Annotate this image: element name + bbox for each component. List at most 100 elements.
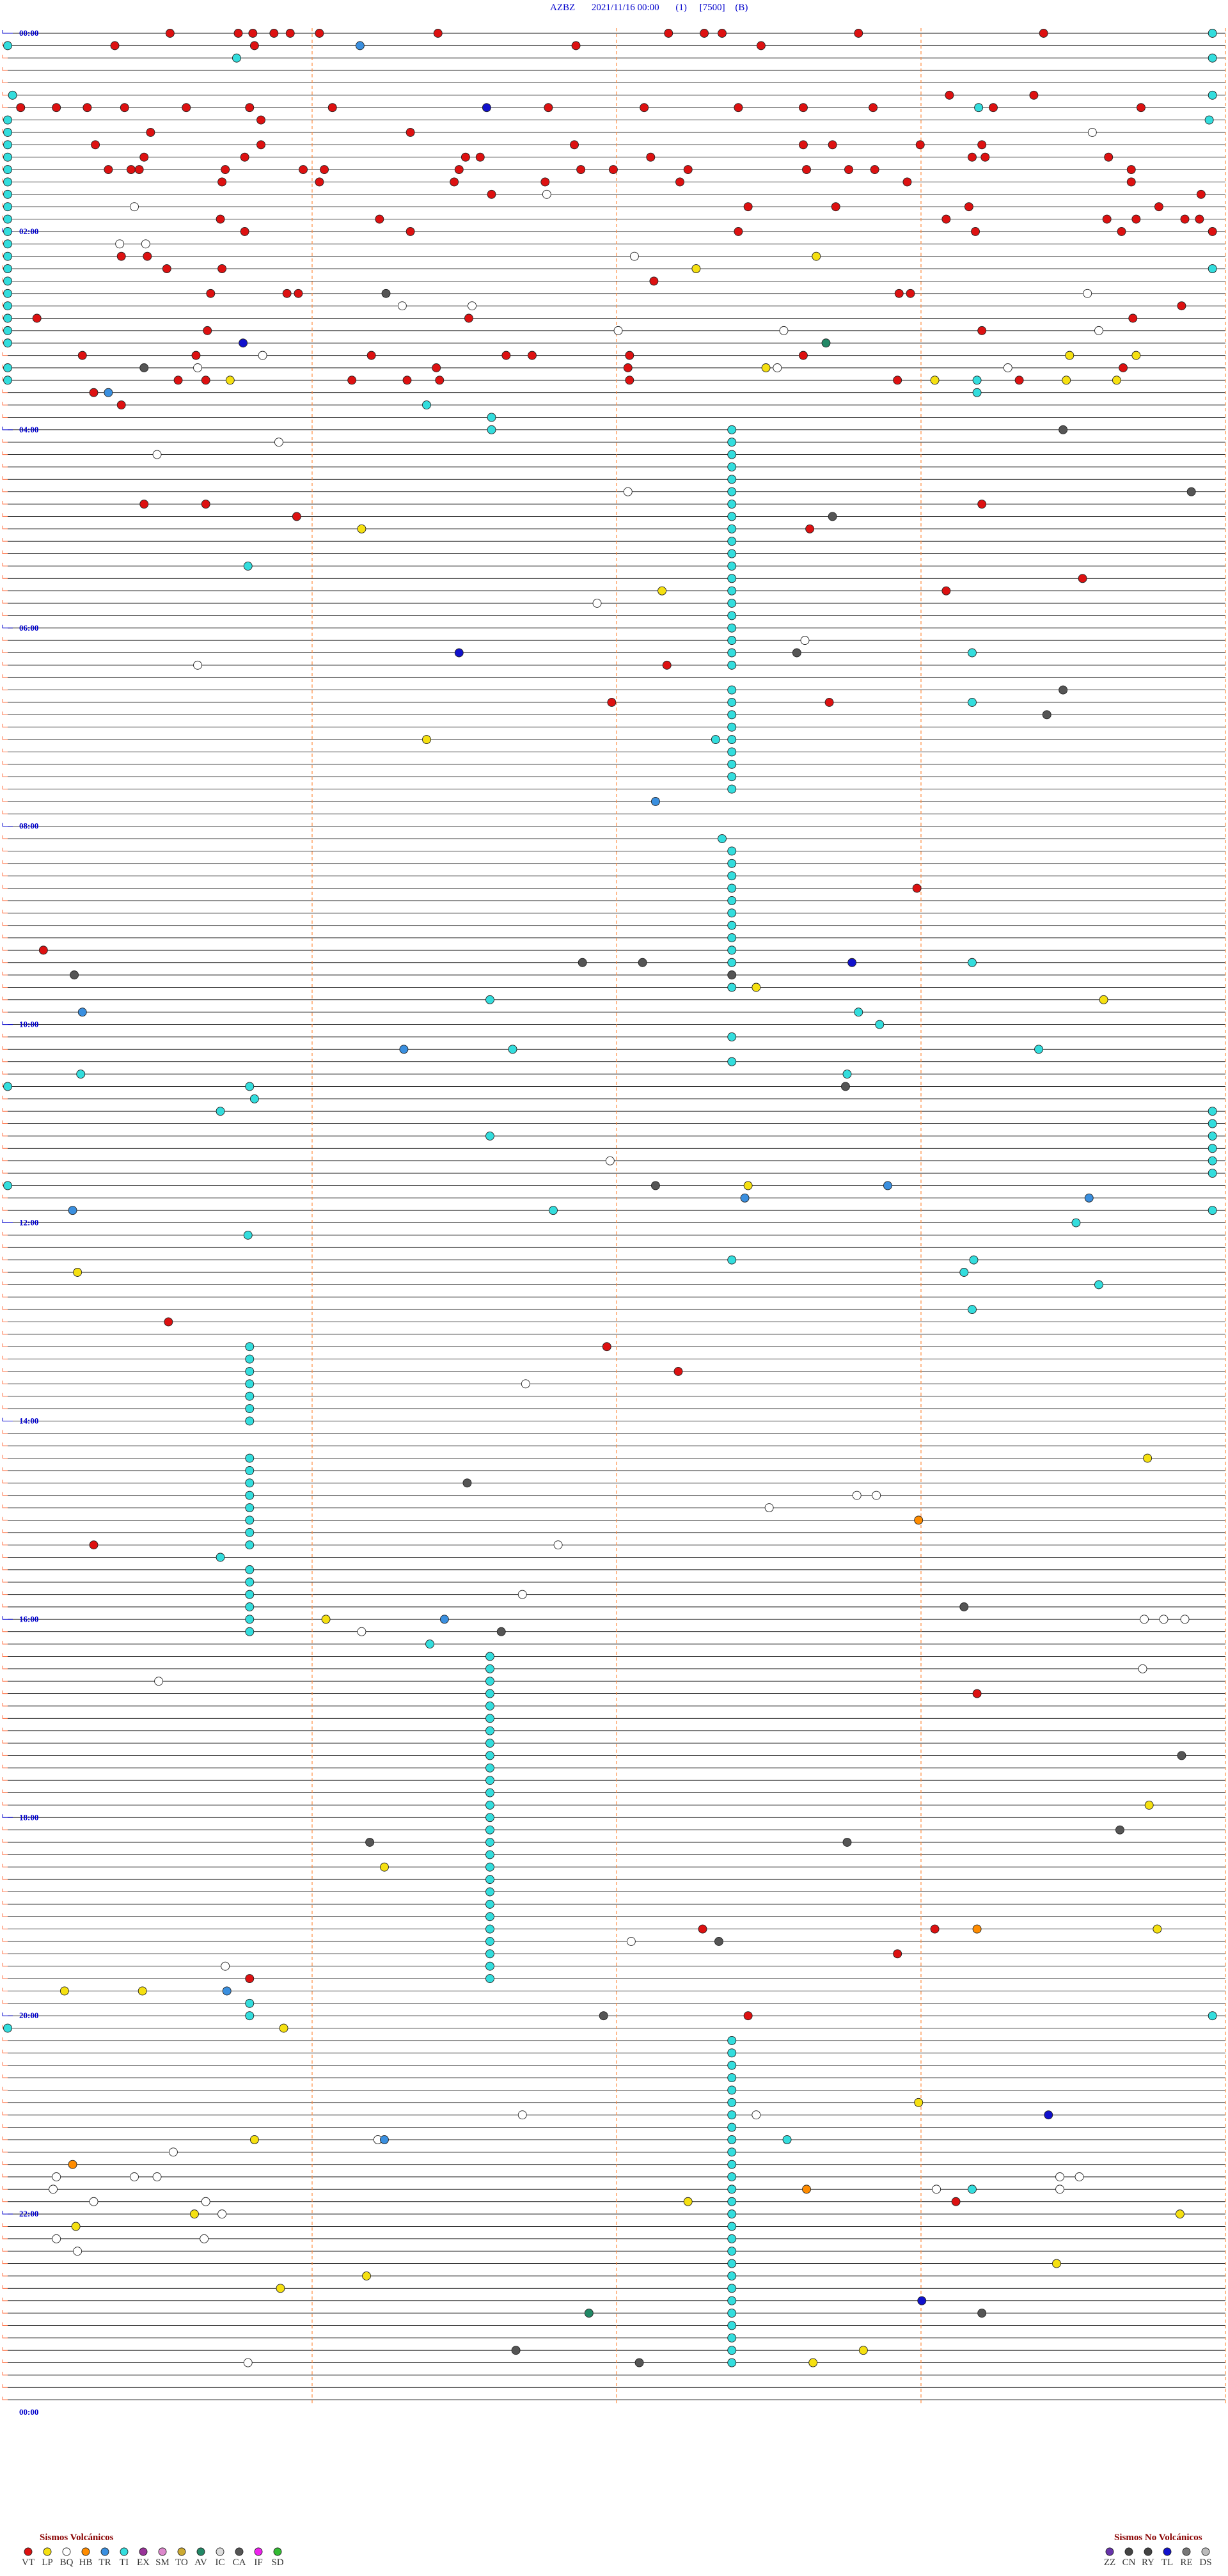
event-lp [1052,2259,1061,2268]
row-tick [2,1058,8,1063]
event-ti [727,685,737,695]
row-tick [2,1950,8,1954]
event-ca [977,2309,987,2318]
row-tick [2,587,8,592]
legend-nonvolcanic: Sismos No Volcánicos ZZ CN RY TL RE DS [1104,2533,1212,2568]
event-bq [168,2147,178,2157]
row-tick [2,2037,8,2041]
event-ti [245,1503,255,1512]
event-bq [1083,288,1092,298]
legend-title: Sismos Volcánicos [40,2533,114,2543]
event-bq [1159,1615,1169,1624]
legend-swatch-re [1182,2547,1191,2556]
legend-code-zz: ZZ [1104,2557,1115,2568]
event-vt [38,945,48,955]
event-ti [245,1367,255,1376]
event-vt [201,375,210,385]
event-ti [842,1070,852,1079]
event-ti [727,2060,737,2070]
row-tick [2,1405,8,1409]
event-vt [139,500,149,509]
event-vt [433,29,443,38]
event-bq [592,599,602,608]
event-ca [650,1181,660,1190]
event-vt [217,177,227,187]
event-vt [743,2011,753,2021]
event-ti [245,1565,255,1574]
event-lp [357,524,366,533]
event-ca [828,512,837,521]
event-vt [734,103,743,113]
event-ca [959,1602,969,1611]
row-tick [2,2087,8,2090]
event-ti [1208,1156,1217,1166]
row-tick [2,2248,8,2252]
event-ti [3,2023,12,2033]
event-lp [683,2197,693,2206]
mode-label: (B) [735,3,748,13]
row-tick [2,2136,8,2140]
event-hb [914,1515,924,1525]
row-tick [2,352,8,356]
row-tick [2,1789,8,1794]
row-tick [2,1455,8,1459]
legend-code-ic: IC [216,2557,225,2568]
event-ti [485,995,494,1004]
event-vt [968,152,977,162]
hour-label: 12:00 [19,1218,38,1228]
event-ti [245,1478,255,1488]
row-tick [2,1095,8,1100]
event-vt [673,1367,683,1376]
event-lp [1112,375,1121,385]
event-ca [727,970,737,980]
row-tick [2,91,8,96]
event-ti [485,1652,494,1661]
row-tick [2,1752,8,1756]
event-ti [727,549,737,558]
event-ti [245,1627,255,1636]
event-ti [959,1268,969,1277]
event-vt [570,140,579,150]
event-lp [1065,351,1074,360]
event-vt [1196,189,1206,199]
event-ca [792,648,801,658]
event-tr [68,1206,77,1215]
event-vt [893,1949,902,1959]
row-tick [2,1888,8,1892]
row-tick [2,1442,8,1446]
row-tick [2,2396,8,2401]
event-vt [675,177,684,187]
event-bq [1055,2185,1065,2194]
row-tick [2,1467,8,1471]
event-ti [245,1416,255,1426]
event-lp [691,264,701,273]
event-ti [1034,1045,1044,1054]
hour-label: 02:00 [19,226,38,236]
event-ti [727,2172,737,2181]
row-tick [2,897,8,901]
event-ti [3,276,12,286]
event-tr [1084,1193,1094,1203]
event-ca [1186,487,1196,496]
row-tick [2,426,13,431]
event-bq [201,2197,210,2206]
event-ti [968,2185,977,2194]
event-ti [727,2234,737,2243]
event-ti [727,2035,737,2045]
event-vt [91,140,100,150]
row-tick [2,2322,8,2326]
event-ti [968,648,977,658]
event-vt [544,103,553,113]
event-vt [299,165,308,175]
event-ti [727,2185,737,2194]
row-tick [2,402,8,406]
event-lp [59,1986,69,1996]
event-bq [152,2172,162,2181]
event-bq [73,2247,83,2256]
event-ti [485,1937,494,1946]
event-vt [664,29,673,38]
row-tick [2,1343,8,1347]
row-tick [2,1727,8,1732]
row-tick [2,2186,8,2190]
event-ti [727,623,737,633]
